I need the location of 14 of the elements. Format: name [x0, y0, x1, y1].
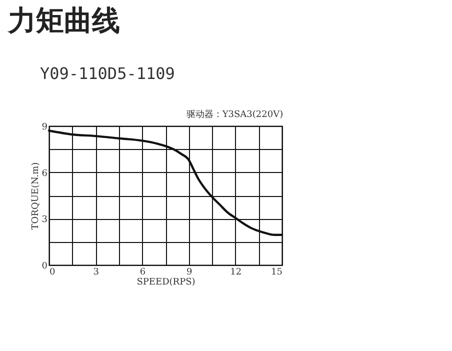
x-tick-label: 9	[186, 268, 192, 278]
x-tick-label: 0	[50, 268, 56, 278]
x-tick-label: 15	[271, 268, 283, 278]
y-tick-label: 6	[42, 168, 48, 179]
y-axis-title: TORQUE(N.m)	[30, 162, 41, 230]
x-tick-label: 6	[140, 268, 146, 278]
y-tick-label: 3	[42, 215, 48, 226]
x-axis-title: SPEED(RPS)	[136, 278, 196, 288]
y-tick-label: 9	[42, 122, 48, 132]
x-tick-label: 12	[230, 268, 242, 278]
text: 驱动器：Y3SA3(220V)	[186, 109, 284, 120]
chart-title: 力矩曲线	[8, 3, 120, 39]
chart-subtitle: Y09-110D5-1109	[40, 64, 175, 83]
x-tick-label: 3	[93, 268, 100, 278]
